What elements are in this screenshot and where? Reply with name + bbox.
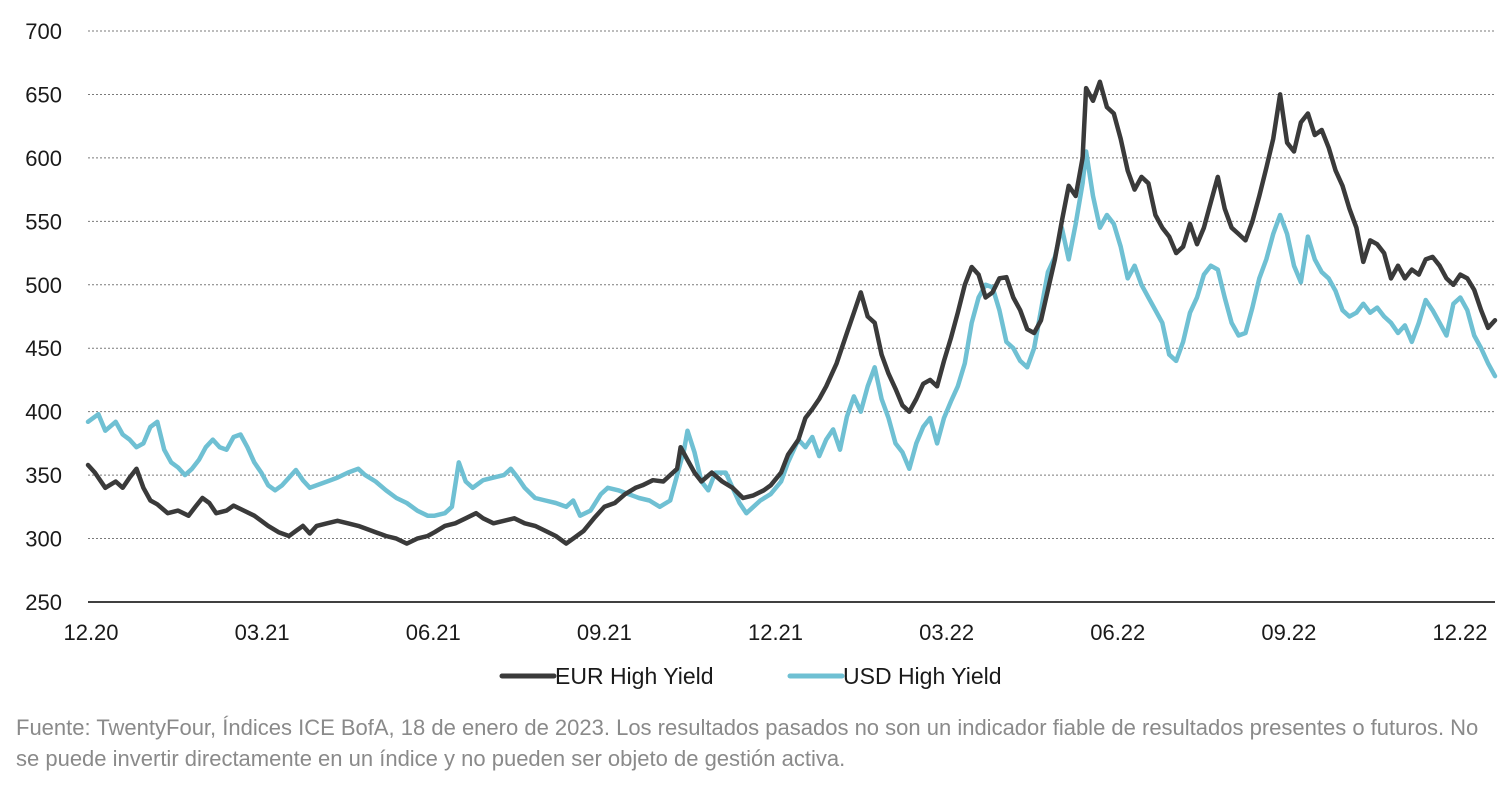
x-tick-label: 09.22 xyxy=(1261,620,1316,645)
series-line-eur-high-yield xyxy=(85,79,1498,546)
y-tick-label: 650 xyxy=(25,82,62,107)
x-tick-label: 06.21 xyxy=(406,620,461,645)
y-tick-label: 300 xyxy=(25,527,62,552)
x-tick-label: 06.22 xyxy=(1090,620,1145,645)
legend-label: USD High Yield xyxy=(843,663,1002,689)
x-tick-label: 03.22 xyxy=(919,620,974,645)
gridlines xyxy=(88,30,1495,540)
x-tick-label: 12.21 xyxy=(748,620,803,645)
y-tick-label: 550 xyxy=(25,209,62,234)
legend: EUR High Yield USD High Yield xyxy=(499,663,1002,689)
y-tick-label: 400 xyxy=(25,400,62,425)
x-tick-label: 03.21 xyxy=(235,620,290,645)
x-axis-ticks: 12.20 03.21 06.21 09.21 12.21 03.22 06.22 09.22… xyxy=(63,620,1487,645)
y-axis-ticks: 250 300 350 400 450 500 550 600 650 700 xyxy=(25,19,62,615)
y-tick-label: 700 xyxy=(25,19,62,44)
series-line-usd-high-yield xyxy=(85,149,1498,518)
x-tick-label: 12.22 xyxy=(1432,620,1487,645)
x-tick-label: 09.21 xyxy=(577,620,632,645)
y-tick-label: 500 xyxy=(25,273,62,298)
y-tick-label: 600 xyxy=(25,146,62,171)
y-tick-label: 350 xyxy=(25,463,62,488)
source-note: Fuente: TwentyFour, Índices ICE BofA, 18… xyxy=(16,715,1479,771)
line-chart: 250 300 350 400 450 500 550 600 650 700 12.20 03.2… xyxy=(25,19,1498,689)
y-tick-label: 450 xyxy=(25,336,62,361)
legend-label: EUR High Yield xyxy=(555,663,714,689)
y-tick-label: 250 xyxy=(25,590,62,615)
series-lines xyxy=(85,79,1498,546)
x-tick-label: 12.20 xyxy=(63,620,118,645)
